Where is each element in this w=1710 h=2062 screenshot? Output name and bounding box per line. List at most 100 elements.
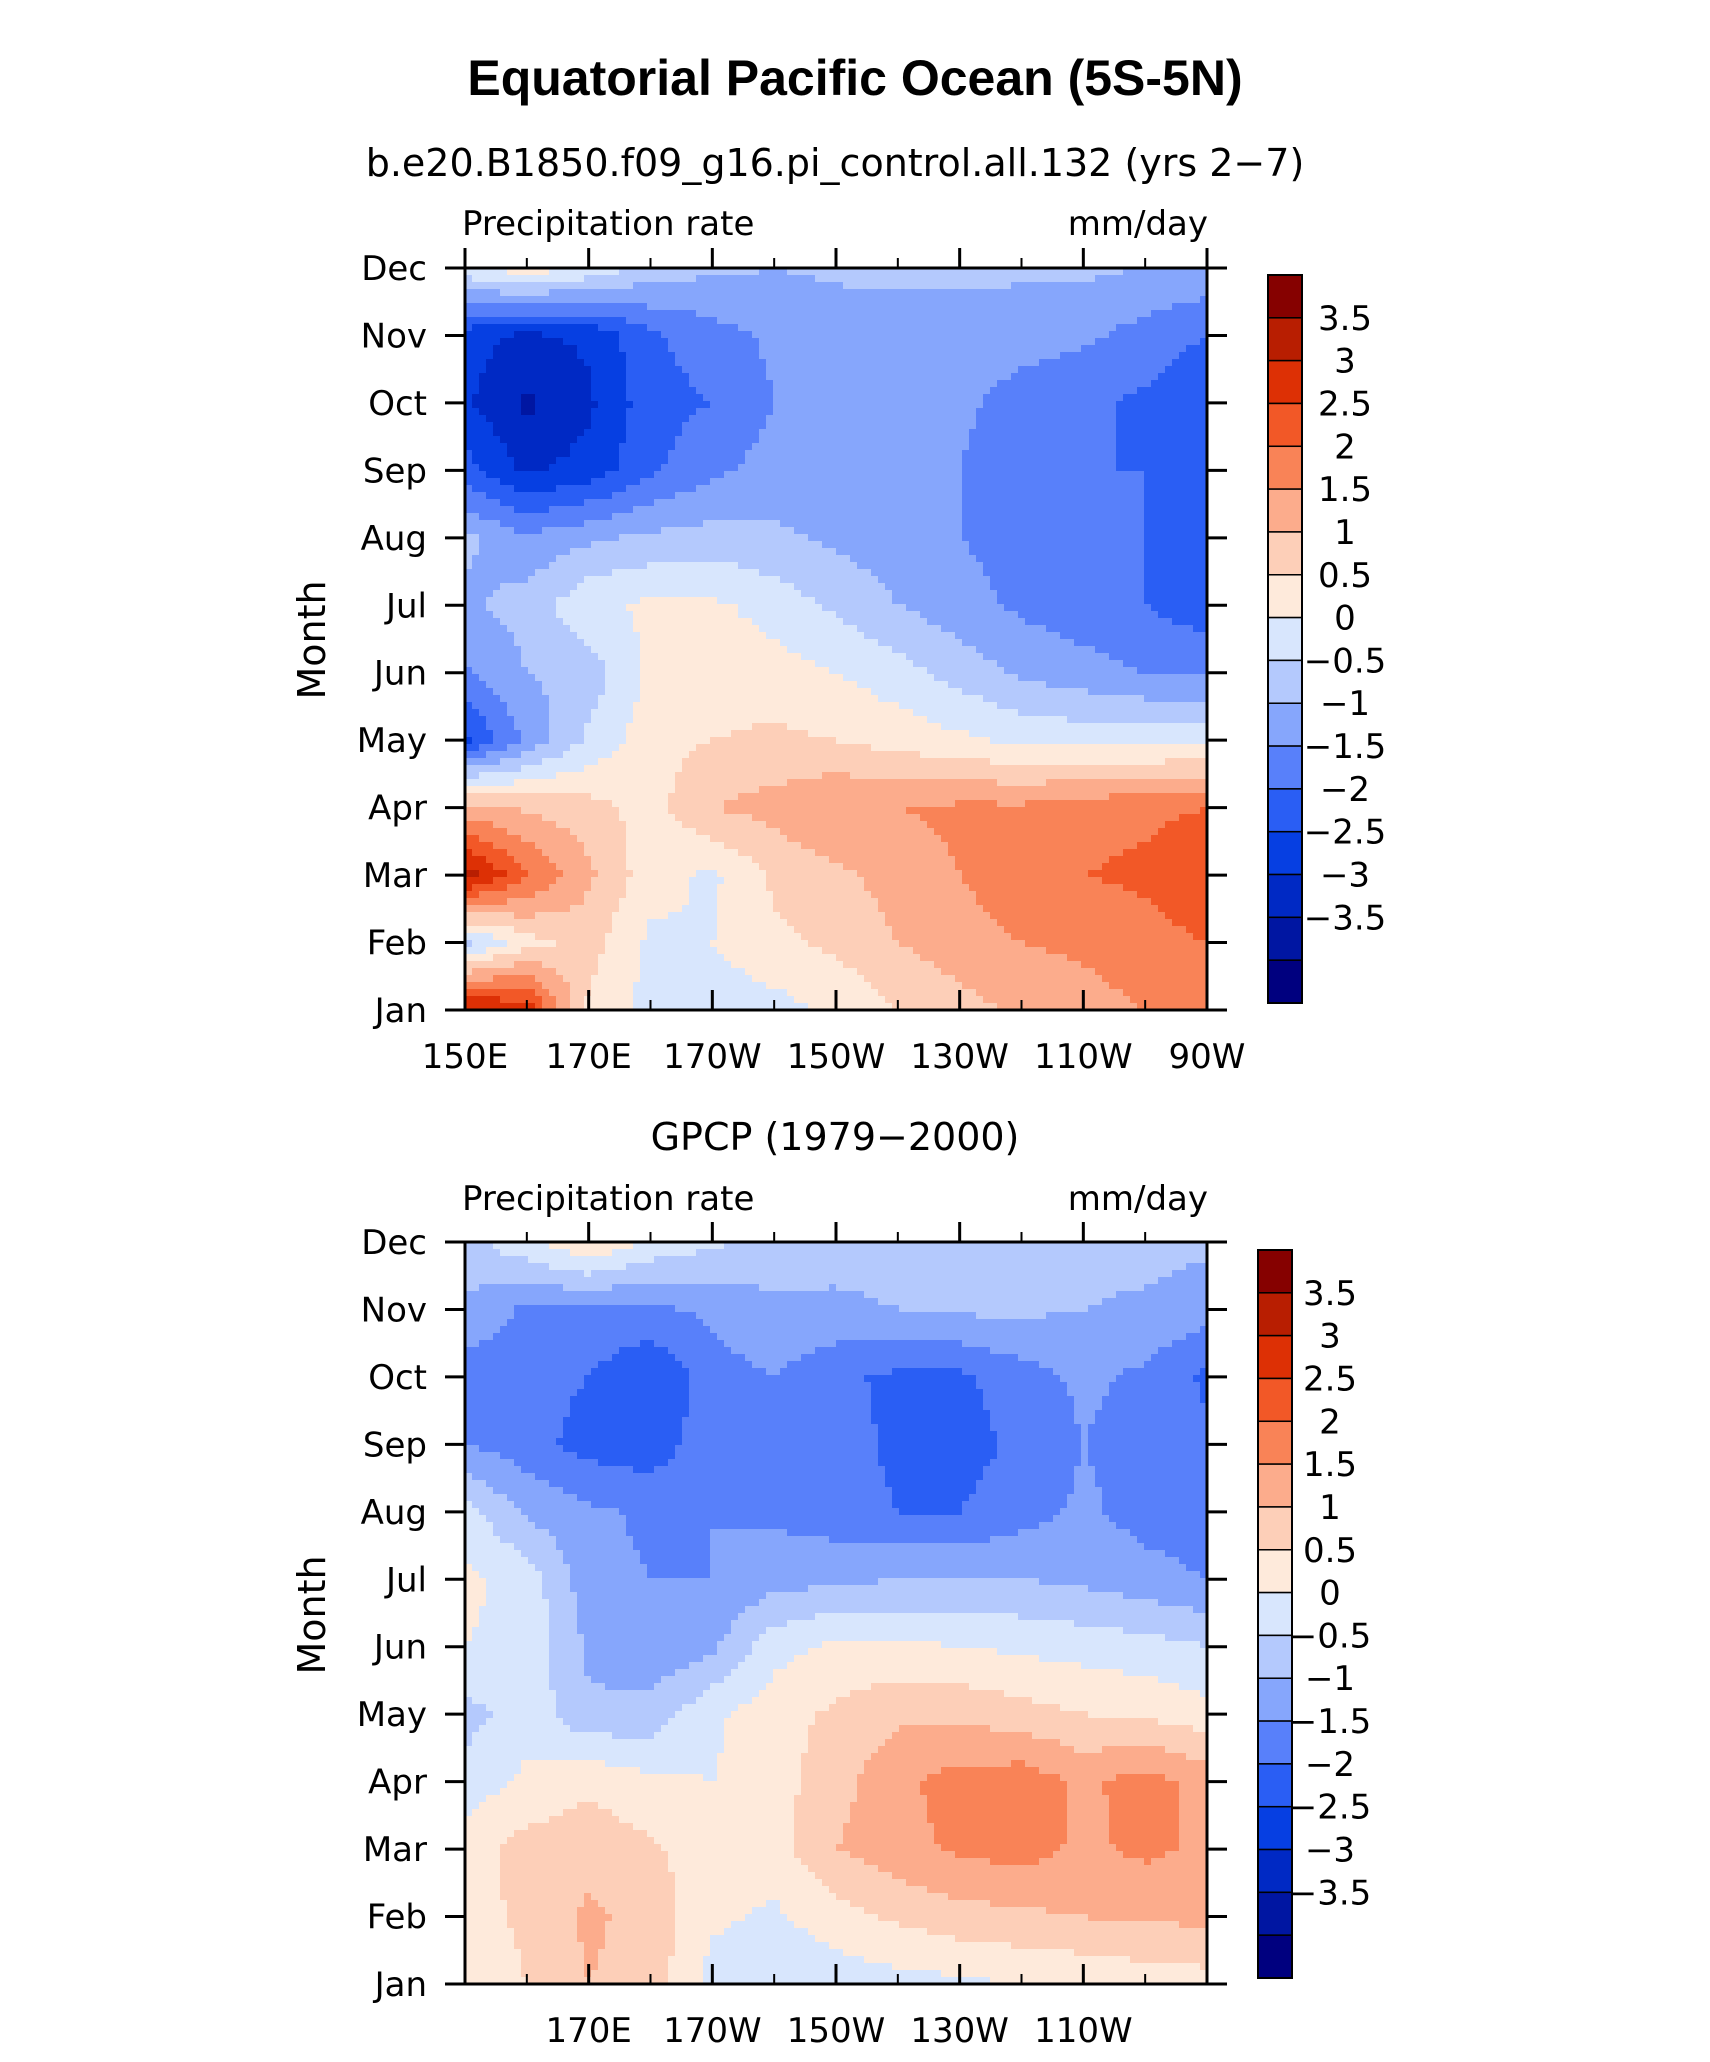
contour-cell [787,366,795,374]
contour-cell [577,548,585,556]
contour-cell [906,310,914,318]
contour-cell [759,464,767,472]
contour-cell [1151,562,1159,570]
contour-cell [906,408,914,416]
contour-cell [1011,303,1019,311]
contour-cell [1025,562,1033,570]
contour-cell [1158,506,1166,514]
contour-cell [738,429,746,437]
contour-cell [976,303,984,311]
contour-cell [640,429,648,437]
contour-cell [738,499,746,507]
contour-cell [850,422,858,430]
contour-cell [1004,429,1012,437]
contour-cell [1130,408,1138,416]
contour-cell [773,443,781,451]
contour-cell [1018,422,1026,430]
contour-cell [528,436,536,444]
contour-cell [857,310,865,318]
contour-cell [934,338,942,346]
contour-cell [1130,268,1138,276]
contour-cell [1151,471,1159,479]
contour-cell [892,520,900,528]
contour-cell [1193,450,1201,458]
contour-cell [1200,268,1208,276]
contour-cell [1053,457,1061,465]
contour-cell [521,296,529,304]
contour-cell [1123,471,1131,479]
contour-cell [1088,338,1096,346]
contour-cell [465,338,473,346]
contour-cell [682,590,690,598]
contour-cell [1095,380,1103,388]
contour-cell [941,541,949,549]
contour-cell [1179,583,1187,591]
contour-cell [682,478,690,486]
contour-cell [1116,303,1124,311]
contour-cell [521,583,529,591]
contour-cell [1095,408,1103,416]
contour-cell [969,450,977,458]
contour-cell [920,359,928,367]
contour-cell [465,422,473,430]
contour-cell [1032,457,1040,465]
contour-cell [1200,541,1208,549]
contour-cell [983,275,991,283]
contour-cell [1172,373,1180,381]
contour-cell [850,541,858,549]
contour-cell [570,457,578,465]
contour-cell [892,324,900,332]
contour-cell [850,268,858,276]
contour-cell [969,387,977,395]
contour-cell [1102,366,1110,374]
contour-cell [1053,485,1061,493]
contour-cell [1039,429,1047,437]
contour-cell [1109,485,1117,493]
contour-cell [668,275,676,283]
contour-cell [1011,576,1019,584]
contour-cell [521,443,529,451]
contour-cell [556,548,564,556]
contour-cell [542,338,550,346]
contour-cell [598,583,606,591]
contour-cell [465,303,473,311]
contour-cell [745,436,753,444]
contour-cell [682,275,690,283]
contour-cell [1193,275,1201,283]
contour-cell [472,303,480,311]
contour-cell [598,492,606,500]
contour-cell [1165,352,1173,360]
contour-cell [1081,527,1089,535]
contour-cell [689,359,697,367]
contour-cell [1193,303,1201,311]
contour-cell [647,310,655,318]
contour-cell [570,499,578,507]
contour-cell [1193,520,1201,528]
contour-cell [850,436,858,444]
contour-cell [976,289,984,297]
contour-cell [584,268,592,276]
contour-cell [1095,289,1103,297]
contour-cell [948,583,956,591]
contour-cell [465,436,473,444]
contour-cell [731,583,739,591]
contour-cell [850,548,858,556]
contour-cell [647,345,655,353]
contour-cell [983,366,991,374]
contour-cell [878,380,886,388]
contour-cell [906,338,914,346]
contour-cell [1116,289,1124,297]
contour-cell [948,289,956,297]
contour-cell [556,464,564,472]
contour-cell [808,450,816,458]
contour-cell [605,541,613,549]
contour-cell [619,541,627,549]
contour-cell [1158,583,1166,591]
contour-cell [843,296,851,304]
contour-cell [962,394,970,402]
contour-cell [1067,401,1075,409]
contour-cell [1109,436,1117,444]
contour-cell [1102,478,1110,486]
contour-cell [1060,359,1068,367]
contour-cell [829,429,837,437]
